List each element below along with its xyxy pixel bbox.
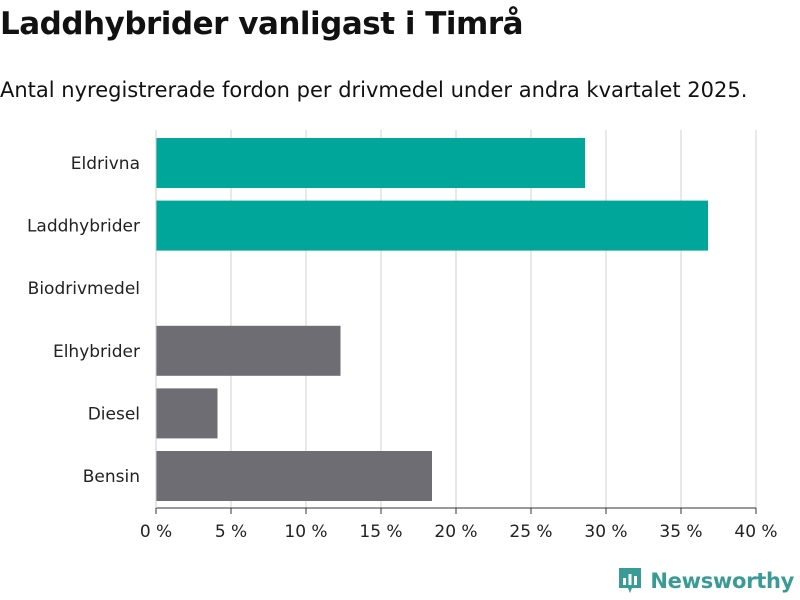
newsworthy-logo-icon [619, 568, 642, 593]
category-label: Diesel [88, 404, 140, 424]
x-tick-label: 30 % [584, 522, 627, 542]
x-tick-label: 35 % [659, 522, 702, 542]
x-tick-label: 10 % [284, 522, 327, 542]
bar-bensin [156, 451, 432, 501]
bar-eldrivna [156, 138, 585, 188]
gridlines [230, 130, 757, 508]
category-label: Biodrivmedel [28, 279, 140, 299]
bar-laddhybrider [156, 200, 708, 251]
chart-title: Laddhybrider vanligast i Timrå [0, 6, 524, 42]
category-label: Elhybrider [53, 342, 140, 362]
x-tick-label: 15 % [359, 522, 402, 542]
brand-logo: Newsworthy [617, 566, 794, 596]
bars [156, 138, 708, 501]
x-axis: 0 % 5 % 10 % 15 % 20 % 25 % 30 % 35 % 40 % [140, 130, 778, 542]
category-labels: Eldrivna Laddhybrider Biodrivmedel Elhybrid… [27, 154, 140, 487]
brand-name: Newsworthy [650, 569, 794, 593]
x-tick-label: 5 % [215, 522, 247, 542]
bar-chart: 0 % 5 % 10 % 15 % 20 % 25 % 30 % 35 % 40 % Eldri… [27, 130, 778, 542]
chart-subtitle: Antal nyregistrerade fordon per drivmede… [0, 78, 748, 102]
category-label: Bensin [83, 467, 140, 487]
x-tick-label: 20 % [434, 522, 477, 542]
bar-diesel [156, 388, 218, 439]
category-label: Eldrivna [71, 154, 140, 174]
x-tick-label: 0 % [140, 522, 172, 542]
bar-elhybrider [156, 325, 341, 376]
x-tick-label: 40 % [734, 522, 777, 542]
category-label: Laddhybrider [27, 217, 140, 237]
x-tick-label: 25 % [509, 522, 552, 542]
